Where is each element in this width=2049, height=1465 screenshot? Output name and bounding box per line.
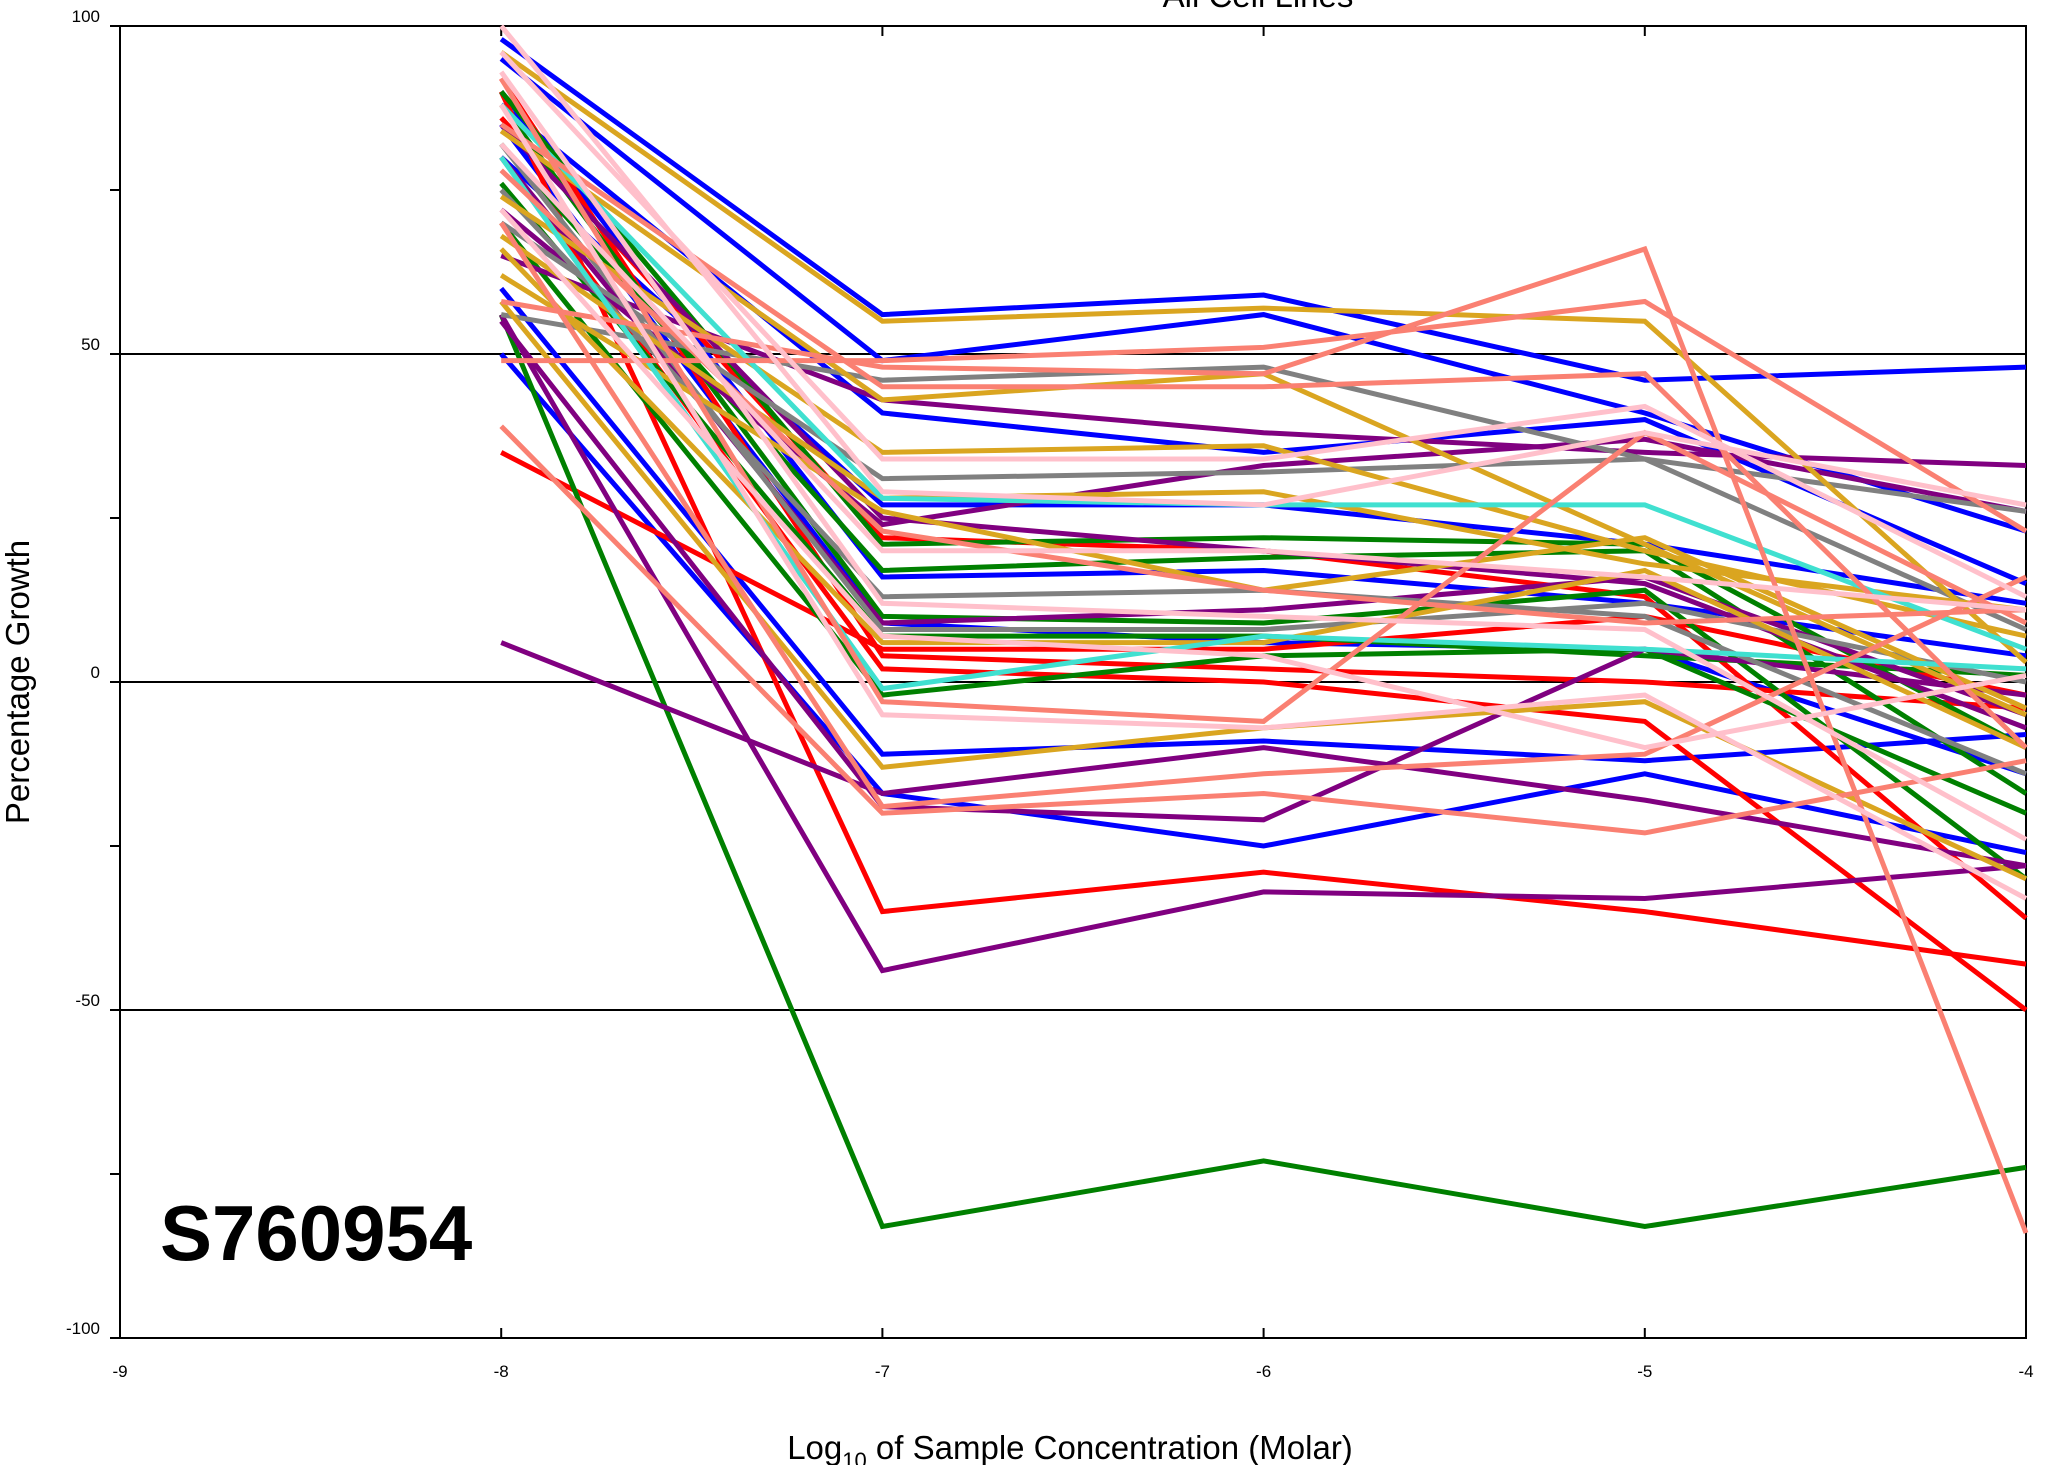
- y-tick-labels: 100 50 0 -50 -100: [66, 7, 100, 1338]
- x-tick-label: -4: [2018, 1362, 2033, 1381]
- y-axis-title: Percentage Growth: [0, 540, 36, 824]
- series-line: [501, 298, 2028, 534]
- y-tick-label: 0: [91, 663, 100, 682]
- series-line: [499, 24, 2027, 508]
- series-lines: [498, 24, 2029, 1234]
- series-line: [499, 50, 2028, 599]
- series-line: [499, 221, 2028, 810]
- series-line: [499, 50, 2028, 665]
- sample-id-label: S760954: [160, 1189, 472, 1277]
- y-tick-label: 100: [72, 7, 100, 26]
- x-tick-label: -6: [1256, 1362, 1271, 1381]
- x-axis-title-suffix: of Sample Concentration (Molar): [867, 1429, 1353, 1465]
- series-line: [499, 207, 2027, 528]
- series-line: [499, 319, 2027, 823]
- chart-title: All Cell Lines: [1163, 0, 1354, 14]
- y-tick-label: -100: [66, 1319, 100, 1338]
- x-tick-label: -7: [875, 1362, 890, 1381]
- x-axis-title-prefix: Log: [787, 1429, 842, 1465]
- series-line: [499, 424, 2027, 836]
- x-tick-label: -9: [112, 1362, 127, 1381]
- axis-ticks: [110, 25, 2027, 1339]
- series-line: [499, 103, 2028, 881]
- series-line: [499, 220, 2028, 632]
- series-line: [499, 208, 2027, 751]
- series-line: [500, 450, 2027, 698]
- series-line: [500, 245, 2029, 1234]
- series-line: [499, 168, 2027, 626]
- series-line: [499, 313, 2027, 974]
- y-tick-label: -50: [75, 991, 100, 1010]
- series-line: [499, 286, 2027, 764]
- x-tick-label: -5: [1637, 1362, 1652, 1381]
- x-tick-label: -8: [494, 1362, 509, 1381]
- series-line: [498, 313, 2027, 1230]
- series-line: [499, 56, 2027, 534]
- series-line: [499, 247, 2028, 750]
- series-line: [499, 37, 2027, 383]
- y-tick-label: 50: [81, 335, 100, 354]
- x-tick-labels: -9 -8 -7 -6 -5 -4: [112, 1362, 2033, 1381]
- x-axis-title-subscript: 10: [842, 1448, 866, 1465]
- series-line: [499, 142, 2027, 613]
- series-line: [499, 70, 2028, 842]
- series-line: [500, 640, 2027, 869]
- series-line: [498, 90, 2027, 967]
- x-axis-title: Log10 of Sample Concentration (Molar): [787, 1429, 1353, 1465]
- series-line: [499, 103, 2028, 901]
